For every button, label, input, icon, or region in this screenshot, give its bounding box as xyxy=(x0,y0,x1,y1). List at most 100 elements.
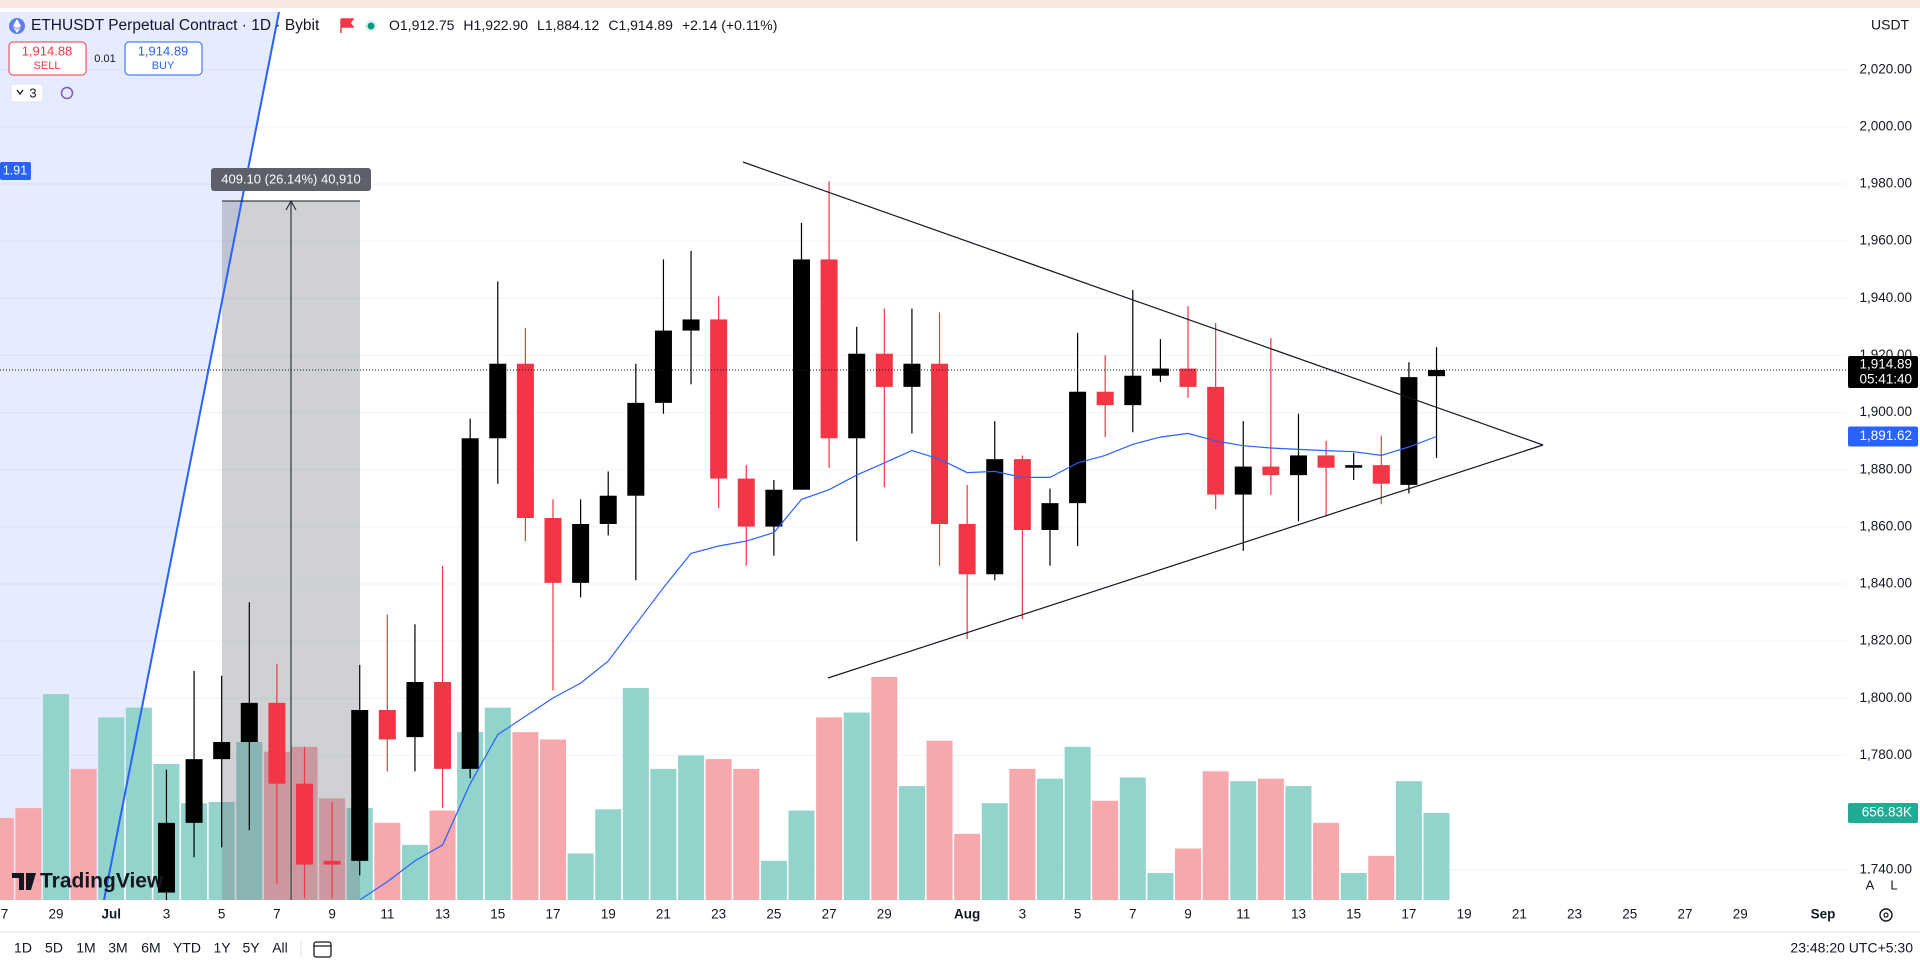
calendar-icon[interactable] xyxy=(313,941,332,958)
auto-scale[interactable]: A xyxy=(1866,877,1875,892)
ohlc-value: 1,914.89 xyxy=(618,17,673,33)
sell-price: 1,914.88 xyxy=(22,43,73,58)
sma-label: 1,891.62 xyxy=(1859,428,1912,443)
x-tick-label: 23 xyxy=(1567,907,1582,922)
candle-body xyxy=(406,682,424,738)
triangle-lower[interactable] xyxy=(827,444,1544,679)
trend-line[interactable] xyxy=(103,12,280,900)
countdown: 05:41:40 xyxy=(1859,372,1912,387)
x-tick-label: 5 xyxy=(218,907,226,922)
x-tick-label: 7 xyxy=(1129,907,1137,922)
candle-body xyxy=(1317,455,1335,468)
volume-bar xyxy=(898,786,925,900)
volume-bar xyxy=(484,707,511,900)
eth-glyph xyxy=(13,19,21,33)
candle-body xyxy=(1289,455,1307,476)
currency[interactable]: USDT xyxy=(1871,17,1910,33)
y-tick-label: 1,820.00 xyxy=(1859,633,1912,648)
ohlc-change: +2.14 (+0.11%) xyxy=(682,17,777,33)
x-tick-label: 13 xyxy=(1291,907,1306,922)
volume-bar xyxy=(816,717,843,900)
log-scale[interactable]: L xyxy=(1890,877,1897,892)
candle-body xyxy=(654,330,672,403)
candle-body xyxy=(1069,391,1087,504)
candle-body xyxy=(489,363,507,439)
flag-icon[interactable] xyxy=(340,18,355,33)
indicators-count: 3 xyxy=(29,85,36,100)
volume-bar xyxy=(926,740,953,900)
x-tick-label: 3 xyxy=(163,907,171,922)
timeframe-button[interactable]: 1D xyxy=(14,940,32,956)
x-tick-label: 17 xyxy=(1401,907,1416,922)
chevron xyxy=(16,89,24,96)
y-tick-label: 2,020.00 xyxy=(1859,61,1912,76)
volume-bar xyxy=(125,707,152,900)
y-tick-label: 1,780.00 xyxy=(1859,747,1912,762)
x-tick-label: 19 xyxy=(1457,907,1472,922)
candle-body xyxy=(351,710,369,861)
volume-bar xyxy=(1423,813,1450,900)
settings-icon[interactable] xyxy=(60,86,74,100)
volume-bar xyxy=(1036,778,1063,900)
candle-body xyxy=(296,783,314,865)
y-tick-label: 1,900.00 xyxy=(1859,404,1912,419)
volume-bar xyxy=(954,833,981,900)
x-tick-label: 19 xyxy=(601,907,616,922)
candle-body xyxy=(958,524,976,575)
volume-bar xyxy=(788,810,815,900)
timeframe-button[interactable]: 6M xyxy=(141,940,160,956)
candle-body xyxy=(765,489,783,527)
overlays xyxy=(0,369,1846,900)
x-tick-label: 11 xyxy=(1236,907,1250,922)
clock: 23:48:20 UTC+5:30 xyxy=(1790,940,1913,956)
timeframes: 1D 5D 1M 3M 6M YTD 1Y 5Y All xyxy=(14,940,288,956)
x-tick-label: 15 xyxy=(490,907,505,922)
x-tick-label: 5 xyxy=(1074,907,1082,922)
symbol-title[interactable]: ETHUSDT Perpetual Contract · 1D · Bybit xyxy=(31,17,320,34)
volume-bar xyxy=(1147,873,1174,900)
sma-label-box xyxy=(1848,426,1918,447)
auto-button[interactable] xyxy=(1859,874,1881,896)
x-tick-label: 17 xyxy=(545,907,560,922)
volume-bar xyxy=(567,853,594,900)
timeframe-button[interactable]: 5D xyxy=(45,940,63,956)
spread: 0.01 xyxy=(94,53,115,65)
timeframe-button[interactable]: 5Y xyxy=(242,940,260,956)
x-tick-label: 25 xyxy=(1622,907,1637,922)
triangle-upper[interactable] xyxy=(742,161,1544,446)
volume-bar xyxy=(1064,746,1091,900)
candle-body xyxy=(931,363,949,524)
volume-bar xyxy=(595,809,622,900)
logo[interactable]: TradingView xyxy=(40,870,164,893)
candle-body xyxy=(848,353,866,439)
volume-bar xyxy=(1009,768,1036,900)
ohlc-value: 1,884.12 xyxy=(545,17,600,33)
timeframe-button[interactable]: YTD xyxy=(173,940,201,956)
candle-body xyxy=(682,319,700,331)
plot xyxy=(0,12,1846,900)
measure-label-box xyxy=(211,168,371,191)
candles xyxy=(157,181,1446,900)
volume-bar xyxy=(401,844,428,900)
buy-button[interactable] xyxy=(124,41,203,76)
candle-body xyxy=(323,860,341,865)
x-tick-label: 9 xyxy=(1184,907,1192,922)
x-tick-label: Aug xyxy=(954,907,980,922)
volume-label-box xyxy=(1848,803,1918,824)
timeframe-button[interactable]: All xyxy=(272,940,288,956)
candle-body xyxy=(213,742,231,760)
volume-bar xyxy=(1202,771,1229,900)
timeframe-button[interactable]: 1M xyxy=(76,940,95,956)
sell-button[interactable] xyxy=(8,41,87,76)
axis-settings[interactable] xyxy=(1879,908,1893,922)
candle-body xyxy=(1400,377,1418,485)
x-tick-label: Jul xyxy=(101,907,121,922)
volume-bar xyxy=(622,688,649,900)
x-tick-label: 13 xyxy=(435,907,450,922)
timeframe-button[interactable]: 3M xyxy=(108,940,127,956)
x-tick-label: 27 xyxy=(0,907,8,922)
candle-body xyxy=(1428,370,1446,377)
timeframe-button[interactable]: 1Y xyxy=(213,940,231,956)
indicators-toggle[interactable] xyxy=(10,83,44,103)
